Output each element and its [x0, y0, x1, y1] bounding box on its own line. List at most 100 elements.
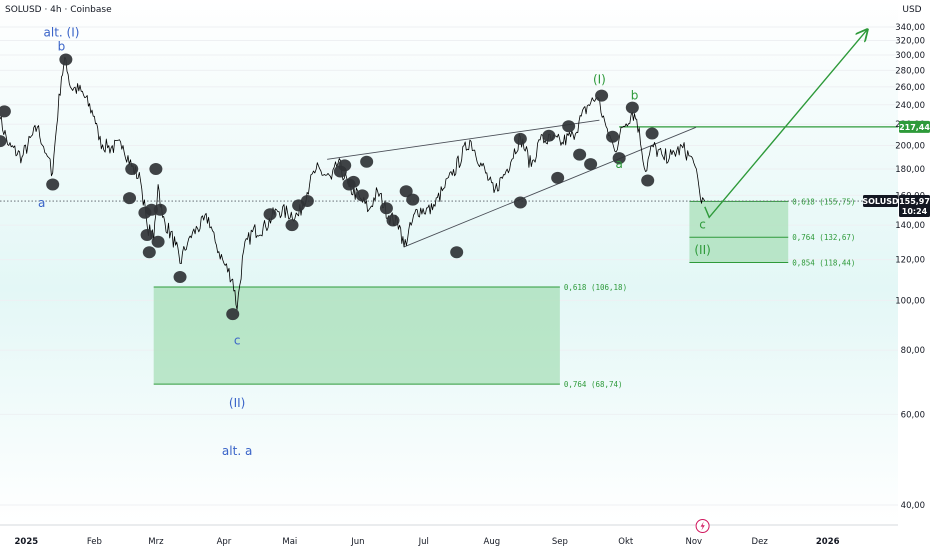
currency-label: USD [902, 5, 921, 15]
pivot-marker[interactable] [551, 171, 565, 184]
wave-label: c [699, 217, 706, 231]
pivot-marker[interactable] [123, 192, 137, 205]
pivot-marker[interactable] [595, 89, 609, 102]
pivot-marker[interactable] [641, 174, 655, 187]
fib-zone [153, 286, 560, 385]
pivot-marker[interactable] [386, 214, 400, 227]
y-tick-label: 200,00 [895, 142, 925, 152]
pivot-marker[interactable] [142, 246, 156, 259]
wave-label: b [631, 88, 639, 102]
projection-arrow [704, 30, 868, 219]
x-tick-label: Mai [282, 537, 297, 547]
level-price-badge [899, 120, 930, 133]
price-axis-panel [898, 0, 932, 550]
x-tick-label: Aug [484, 537, 501, 547]
pivot-marker[interactable] [140, 228, 154, 241]
pivot-marker[interactable] [151, 235, 165, 248]
pivot-marker[interactable] [612, 152, 626, 165]
y-tick-label: 60,00 [901, 410, 925, 420]
y-tick-label: 120,00 [895, 256, 925, 266]
time-axis-panel [0, 525, 898, 550]
y-tick-label: 80,00 [901, 346, 925, 356]
y-tick-label: 40,00 [901, 501, 925, 511]
trend-line [327, 119, 600, 160]
fib-label: 0,854 (118,44) [792, 259, 855, 268]
pivot-marker[interactable] [573, 148, 587, 161]
pivot-marker[interactable] [346, 175, 360, 188]
x-tick-label: 2026 [816, 537, 840, 547]
pivot-marker[interactable] [406, 193, 420, 206]
x-tick-label: Jun [350, 537, 364, 547]
y-tick-label: 100,00 [895, 296, 925, 306]
pivot-marker[interactable] [226, 308, 240, 321]
price-series-line [0, 56, 706, 310]
pivot-marker[interactable] [263, 208, 277, 221]
pivot-marker[interactable] [355, 189, 369, 202]
pivot-marker[interactable] [562, 120, 576, 133]
pivot-marker[interactable] [542, 129, 556, 142]
current-price-time: 10:24 [902, 207, 928, 216]
pivot-marker[interactable] [173, 271, 187, 284]
y-tick-label: 320,00 [895, 37, 925, 47]
wave-label: b [58, 40, 66, 54]
trend-line [403, 126, 697, 248]
fib-label: 0,618 (106,18) [564, 283, 627, 292]
pivot-marker[interactable] [59, 53, 73, 66]
pivot-marker[interactable] [360, 155, 374, 168]
fib-label: 0,618 (155,75) [792, 197, 855, 206]
pivot-marker[interactable] [625, 101, 639, 114]
fib-label: 0,764 (68,74) [564, 380, 623, 389]
pivot-markers [0, 53, 659, 321]
pivot-marker[interactable] [338, 159, 352, 172]
y-tick-label: 260,00 [895, 83, 925, 93]
y-tick-label: 300,00 [895, 51, 925, 61]
x-tick-label: Sep [552, 537, 568, 547]
y-tick-label: 280,00 [895, 66, 925, 76]
x-tick-label: Nov [686, 537, 703, 547]
y-tick-label: 340,00 [895, 23, 925, 33]
x-tick-label: Jul [418, 537, 429, 547]
wave-label: a [615, 157, 622, 171]
x-tick-label: 2025 [15, 537, 39, 547]
wave-label: c [234, 334, 241, 348]
x-tick-label: Apr [217, 537, 232, 547]
pivot-marker[interactable] [125, 163, 139, 176]
pivot-marker[interactable] [606, 130, 620, 143]
pivot-marker[interactable] [379, 202, 393, 215]
wave-label: (II) [229, 396, 245, 410]
pivot-marker[interactable] [584, 158, 598, 171]
pivot-marker[interactable] [513, 196, 527, 209]
wave-label: alt. a [222, 444, 252, 458]
lightning-glyph [700, 521, 705, 531]
chart-title: SOLUSD · 4h · Coinbase [5, 5, 112, 15]
x-tick-label: Okt [618, 537, 634, 547]
x-tick-label: Feb [87, 537, 102, 547]
wave-label: alt. (I) [44, 25, 80, 39]
fib-zone [689, 201, 789, 263]
wave-label: (I) [593, 73, 606, 87]
y-tick-label: 180,00 [895, 165, 925, 175]
pivot-marker[interactable] [285, 219, 299, 232]
pivot-marker[interactable] [46, 178, 60, 191]
pivot-marker[interactable] [0, 135, 7, 148]
pivot-marker[interactable] [300, 195, 314, 208]
symbol-badge [863, 195, 898, 208]
y-tick-label: 240,00 [895, 101, 925, 111]
pivot-marker[interactable] [645, 127, 659, 140]
symbol-badge-text: SOLUSD [862, 197, 899, 206]
x-tick-label: Dez [752, 537, 769, 547]
pivot-marker[interactable] [149, 163, 163, 176]
pivot-marker[interactable] [153, 203, 167, 216]
wave-label: a [38, 196, 45, 210]
wave-label: (II) [694, 243, 710, 257]
current-price-badge [899, 195, 930, 218]
pivot-marker[interactable] [0, 105, 11, 118]
pivot-marker[interactable] [399, 185, 413, 198]
level-price-badge-text: 217,44 [899, 123, 930, 132]
y-tick-label: 140,00 [895, 221, 925, 231]
pivot-marker[interactable] [450, 246, 464, 259]
current-price-value: 155,97 [899, 197, 930, 206]
pivot-marker[interactable] [513, 132, 527, 145]
